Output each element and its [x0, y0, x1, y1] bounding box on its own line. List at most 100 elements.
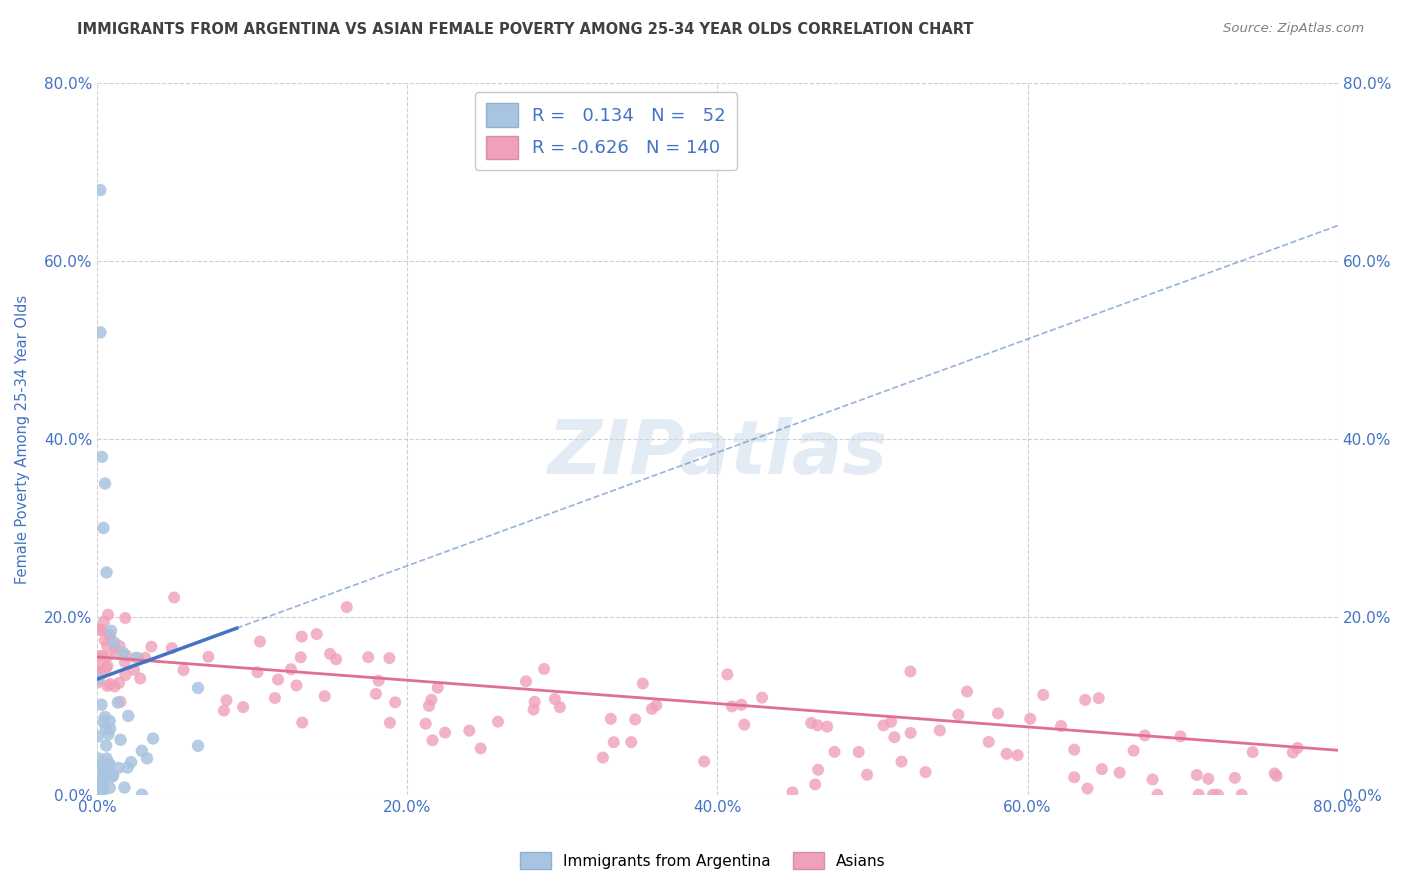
- Point: [96, 566, 118, 580]
- Point: [108, 639, 131, 653]
- Text: Source: ZipAtlas.com: Source: ZipAtlas.com: [1223, 22, 1364, 36]
- Point: [782, 785, 804, 799]
- Point: [131, 788, 153, 802]
- Point: [87, 675, 110, 690]
- Point: [1063, 770, 1085, 784]
- Point: [872, 718, 894, 732]
- Point: [101, 770, 124, 784]
- Point: [1170, 730, 1192, 744]
- Point: [987, 706, 1010, 721]
- Point: [112, 646, 135, 660]
- Point: [89, 774, 111, 789]
- Point: [716, 667, 738, 681]
- Point: [91, 648, 114, 663]
- Point: [96, 649, 118, 664]
- Point: [426, 681, 449, 695]
- Point: [94, 476, 117, 491]
- Point: [1063, 742, 1085, 756]
- Point: [1202, 788, 1225, 802]
- Point: [87, 672, 110, 686]
- Point: [1230, 788, 1253, 802]
- Point: [163, 591, 186, 605]
- Point: [900, 665, 922, 679]
- Point: [378, 651, 401, 665]
- Point: [470, 741, 492, 756]
- Point: [434, 725, 457, 739]
- Point: [1223, 771, 1246, 785]
- Point: [127, 651, 149, 665]
- Point: [290, 650, 312, 665]
- Point: [125, 650, 148, 665]
- Point: [142, 731, 165, 746]
- Point: [948, 707, 970, 722]
- Point: [928, 723, 950, 738]
- Point: [956, 684, 979, 698]
- Point: [291, 715, 314, 730]
- Point: [305, 627, 328, 641]
- Point: [815, 720, 838, 734]
- Point: [378, 715, 401, 730]
- Point: [93, 767, 115, 781]
- Point: [631, 676, 654, 690]
- Point: [415, 716, 437, 731]
- Point: [110, 695, 132, 709]
- Point: [291, 630, 314, 644]
- Point: [1264, 766, 1286, 780]
- Point: [94, 770, 117, 784]
- Point: [824, 745, 846, 759]
- Legend: Immigrants from Argentina, Asians: Immigrants from Argentina, Asians: [515, 846, 891, 875]
- Point: [100, 624, 122, 638]
- Point: [98, 677, 121, 691]
- Point: [1074, 693, 1097, 707]
- Point: [548, 700, 571, 714]
- Point: [486, 714, 509, 729]
- Point: [1197, 772, 1219, 786]
- Point: [114, 780, 136, 795]
- Point: [103, 635, 125, 649]
- Point: [98, 757, 121, 772]
- Point: [848, 745, 870, 759]
- Point: [86, 649, 108, 664]
- Point: [420, 692, 443, 706]
- Point: [105, 645, 128, 659]
- Point: [1206, 788, 1229, 802]
- Point: [97, 607, 120, 622]
- Point: [1282, 746, 1305, 760]
- Point: [131, 744, 153, 758]
- Point: [136, 751, 159, 765]
- Point: [249, 634, 271, 648]
- Point: [1241, 745, 1264, 759]
- Point: [114, 611, 136, 625]
- Point: [90, 758, 112, 772]
- Point: [98, 756, 121, 771]
- Point: [1146, 788, 1168, 802]
- Point: [90, 665, 112, 679]
- Point: [544, 692, 567, 706]
- Point: [1133, 728, 1156, 742]
- Point: [280, 662, 302, 676]
- Point: [1007, 748, 1029, 763]
- Point: [197, 649, 219, 664]
- Point: [458, 723, 481, 738]
- Point: [93, 521, 115, 535]
- Point: [212, 704, 235, 718]
- Point: [645, 698, 668, 713]
- Point: [883, 730, 905, 744]
- Point: [599, 712, 621, 726]
- Text: IMMIGRANTS FROM ARGENTINA VS ASIAN FEMALE POVERTY AMONG 25-34 YEAR OLDS CORRELAT: IMMIGRANTS FROM ARGENTINA VS ASIAN FEMAL…: [77, 22, 974, 37]
- Point: [264, 691, 287, 706]
- Point: [96, 659, 118, 673]
- Point: [96, 739, 118, 753]
- Point: [800, 716, 823, 731]
- Legend: R =   0.134   N =   52, R = -0.626   N = 140: R = 0.134 N = 52, R = -0.626 N = 140: [475, 93, 737, 169]
- Point: [880, 714, 903, 729]
- Point: [1076, 781, 1098, 796]
- Point: [523, 695, 546, 709]
- Point: [89, 779, 111, 793]
- Point: [325, 652, 347, 666]
- Point: [721, 699, 744, 714]
- Point: [104, 640, 127, 655]
- Point: [890, 755, 912, 769]
- Point: [1091, 762, 1114, 776]
- Point: [134, 650, 156, 665]
